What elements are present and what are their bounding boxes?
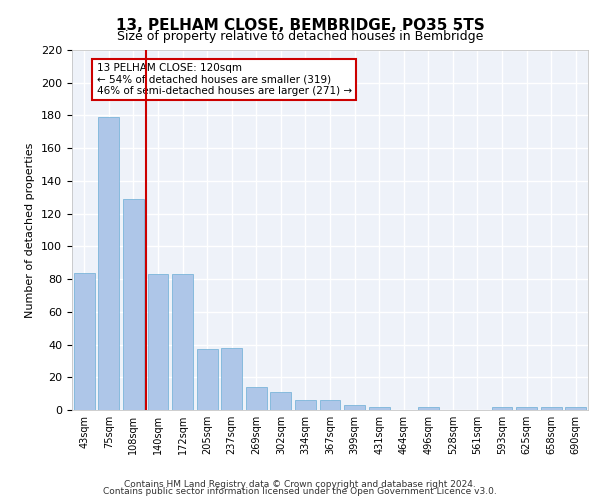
Text: Contains HM Land Registry data © Crown copyright and database right 2024.: Contains HM Land Registry data © Crown c…	[124, 480, 476, 489]
Bar	[516, 406, 537, 410]
Bar	[197, 350, 218, 410]
Y-axis label: Number of detached properties: Number of detached properties	[25, 142, 35, 318]
Bar	[565, 406, 586, 410]
Bar	[271, 392, 292, 410]
Bar	[123, 199, 144, 410]
Bar	[368, 406, 389, 410]
Bar	[344, 405, 365, 410]
Text: Size of property relative to detached houses in Bembridge: Size of property relative to detached ho…	[117, 30, 483, 43]
Bar	[74, 272, 95, 410]
Text: 13, PELHAM CLOSE, BEMBRIDGE, PO35 5TS: 13, PELHAM CLOSE, BEMBRIDGE, PO35 5TS	[116, 18, 484, 32]
Text: Contains public sector information licensed under the Open Government Licence v3: Contains public sector information licen…	[103, 487, 497, 496]
Text: 13 PELHAM CLOSE: 120sqm
← 54% of detached houses are smaller (319)
46% of semi-d: 13 PELHAM CLOSE: 120sqm ← 54% of detache…	[97, 63, 352, 96]
Bar	[172, 274, 193, 410]
Bar	[246, 387, 267, 410]
Bar	[491, 406, 512, 410]
Bar	[541, 406, 562, 410]
Bar	[295, 400, 316, 410]
Bar	[320, 400, 340, 410]
Bar	[418, 406, 439, 410]
Bar	[98, 117, 119, 410]
Bar	[148, 274, 169, 410]
Bar	[221, 348, 242, 410]
